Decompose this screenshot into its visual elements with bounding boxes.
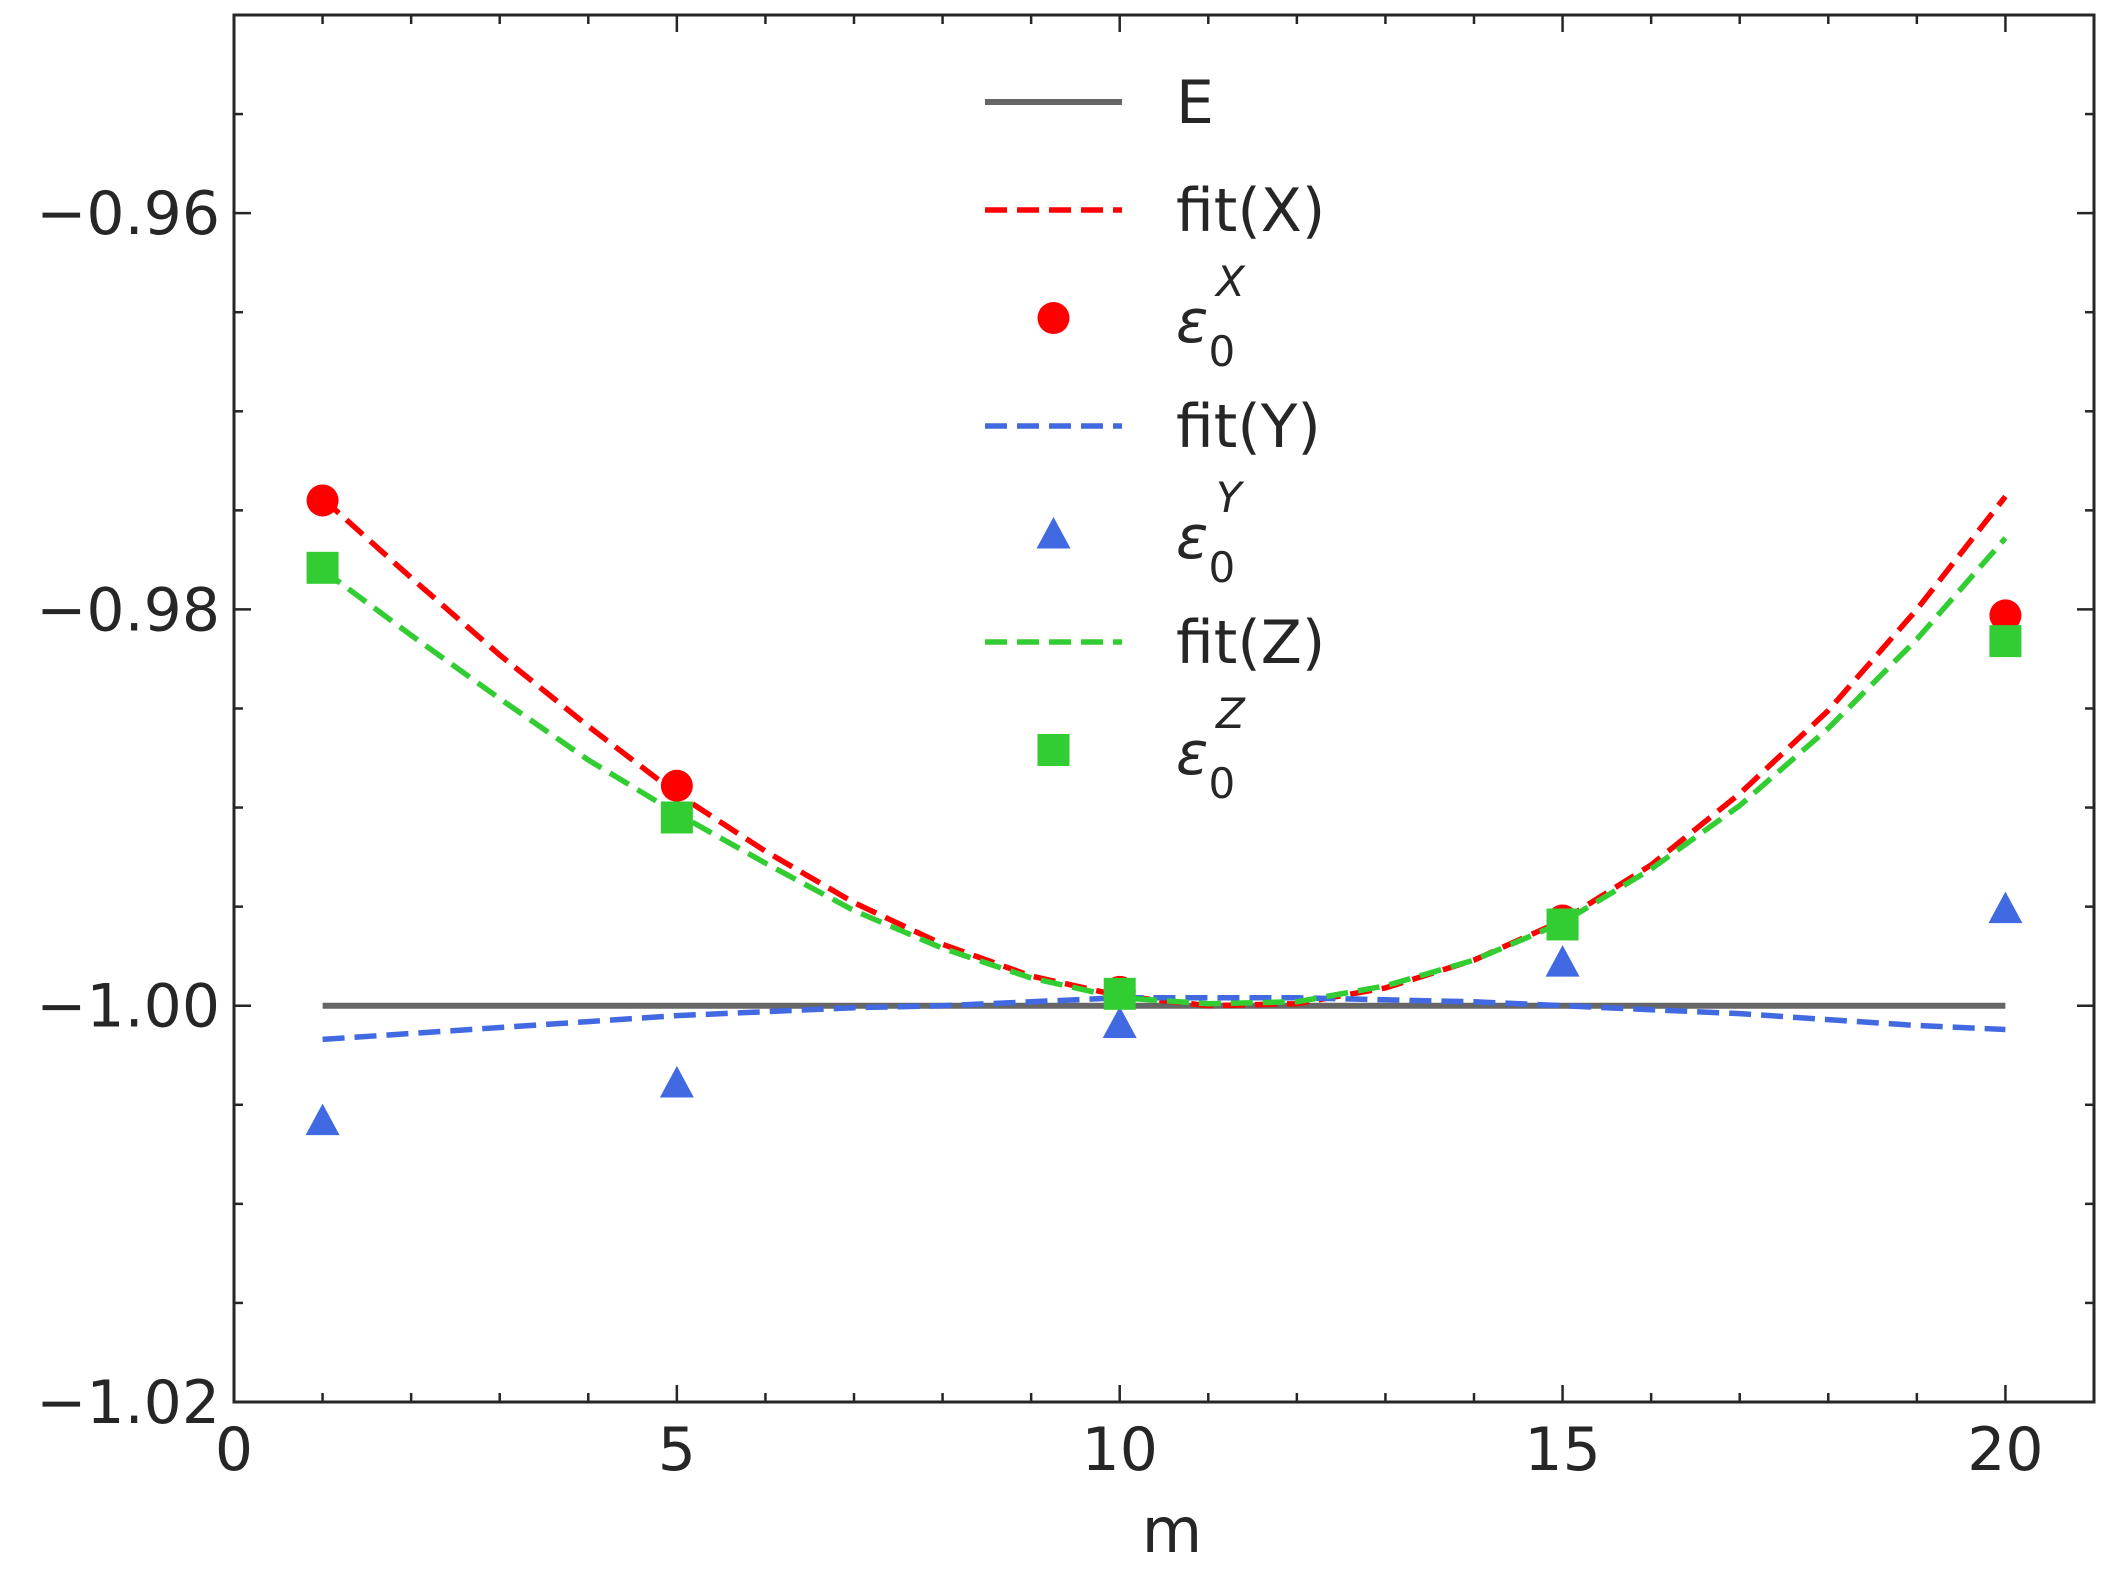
legend-entry: fit(Z) (985, 608, 1325, 678)
x-tick-label: 20 (1967, 1415, 2043, 1485)
x-axis-label: m (1142, 1494, 1202, 1567)
y-tick-label: −0.96 (36, 179, 220, 249)
legend-marker-y (1036, 517, 1071, 549)
data-point-z-m5 (660, 801, 693, 834)
x-tick-label: 15 (1524, 1415, 1600, 1485)
data-point-y-m15 (1545, 945, 1580, 977)
data-point-z-m1 (306, 551, 339, 584)
legend-label-superscript: Z (1215, 689, 1246, 738)
x-tick-label: 10 (1082, 1415, 1158, 1485)
legend-marker-x (1037, 302, 1070, 334)
legend-label-base: ε (1176, 503, 1208, 573)
legend-entry: ε0 X (1037, 257, 1246, 376)
data-point-y-m10 (1102, 1006, 1137, 1038)
legend-label: ε0 Z (1176, 689, 1246, 808)
legend-label-base: ε (1176, 719, 1208, 789)
legend-entry: ε0 Z (1037, 689, 1246, 808)
x-tick-label: 0 (215, 1415, 253, 1485)
legend-entry: ε0 Y (1036, 473, 1245, 592)
legend-label: fit(Y) (1176, 392, 1321, 462)
legend-entry: fit(Y) (985, 392, 1321, 462)
x-tick-label: 5 (658, 1415, 696, 1485)
legend-label-subscript: 0 (1208, 327, 1235, 376)
y-tick-label: −1.00 (36, 972, 220, 1042)
y-tick-label: −1.02 (36, 1368, 220, 1438)
data-point-z-m20 (1989, 625, 2022, 658)
legend-label: ε0 Y (1176, 473, 1245, 592)
data-point-y-m20 (1988, 891, 2023, 924)
legend-label-subscript: 0 (1208, 759, 1235, 808)
data-point-x-m20 (1989, 599, 2022, 632)
legend-label-subscript: 0 (1208, 543, 1235, 592)
legend-marker-z (1037, 734, 1070, 766)
data-point-y-m1 (305, 1103, 340, 1136)
plot-area (305, 484, 2023, 1136)
data-point-y-m5 (659, 1065, 694, 1098)
data-point-x-m1 (306, 484, 339, 517)
legend-label-superscript: X (1214, 257, 1246, 306)
legend-entry: fit(X) (985, 176, 1325, 246)
legend-label: E (1176, 68, 1214, 138)
series-line-fit-x (320, 494, 2008, 1009)
legend-label-superscript: Y (1216, 473, 1245, 522)
axes: 0 5 10 15 20 −1.02 −1.00 −0.98 −0.96 m (36, 13, 2096, 1567)
data-point-z-m15 (1546, 908, 1579, 941)
data-point-x-m5 (660, 769, 693, 802)
legend-label: ε0 X (1176, 257, 1246, 376)
legend-label: fit(X) (1176, 176, 1325, 246)
legend-label: fit(Z) (1176, 608, 1325, 678)
legend-label-base: ε (1176, 287, 1208, 357)
y-tick-label: −0.98 (36, 575, 220, 645)
legend-entry: E (985, 68, 1214, 138)
series-line-fit-y (322, 995, 2006, 1043)
data-point-z-m10 (1103, 977, 1136, 1010)
